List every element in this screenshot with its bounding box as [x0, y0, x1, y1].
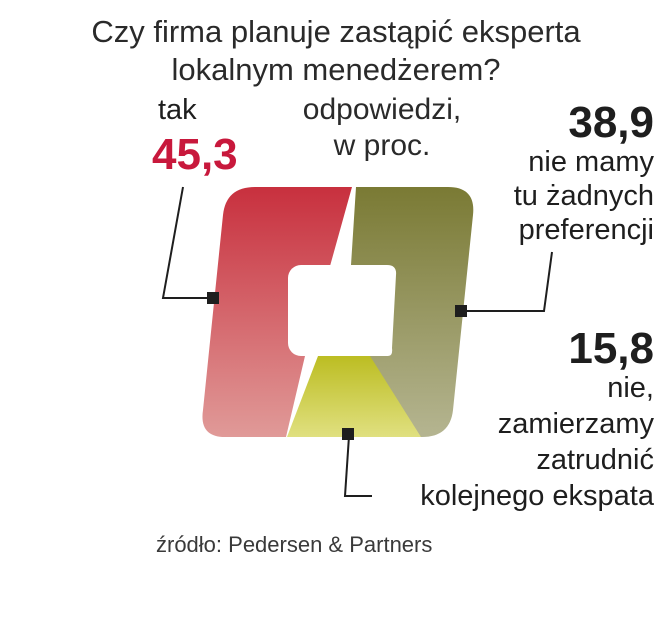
marker-nie-mamy [455, 305, 467, 317]
label-nie-mamy-1: nie mamy [528, 146, 654, 178]
chart-subtitle-line2: w proc. [333, 129, 431, 162]
value-nie-mamy: 38,9 [568, 98, 654, 147]
chart-subtitle: odpowiedzi, [302, 93, 462, 126]
chart-title-line2: lokalnym menedżerem? [171, 52, 501, 87]
leader-nie-mamy [460, 251, 553, 312]
slice-tak [202, 187, 352, 437]
label-nie-zamierzamy-1: nie, [607, 372, 654, 404]
value-tak: 45,3 [152, 130, 238, 179]
value-nie-zamierzamy: 15,8 [568, 324, 654, 373]
leader-tak [161, 186, 212, 299]
label-nie-mamy-2: tu żadnych [513, 180, 654, 212]
label-tak: tak [158, 94, 197, 126]
marker-tak [207, 292, 219, 304]
source-note: źródło: Pedersen & Partners [156, 532, 433, 557]
label-nie-zamierzamy-2: zamierzamy [497, 408, 654, 440]
label-nie-zamierzamy-3: zatrudnić [536, 444, 654, 476]
label-nie-mamy-3: preferencji [518, 214, 654, 246]
marker-nie-zamierzamy [342, 428, 354, 440]
label-nie-zamierzamy-4: kolejnego ekspata [420, 480, 654, 512]
chart-title: Czy firma planuje zastąpić eksperta [91, 14, 581, 49]
leader-nie-zamierzamy [343, 435, 372, 497]
slice-nie-zamierzamy [287, 356, 421, 437]
center-hole [288, 265, 392, 356]
